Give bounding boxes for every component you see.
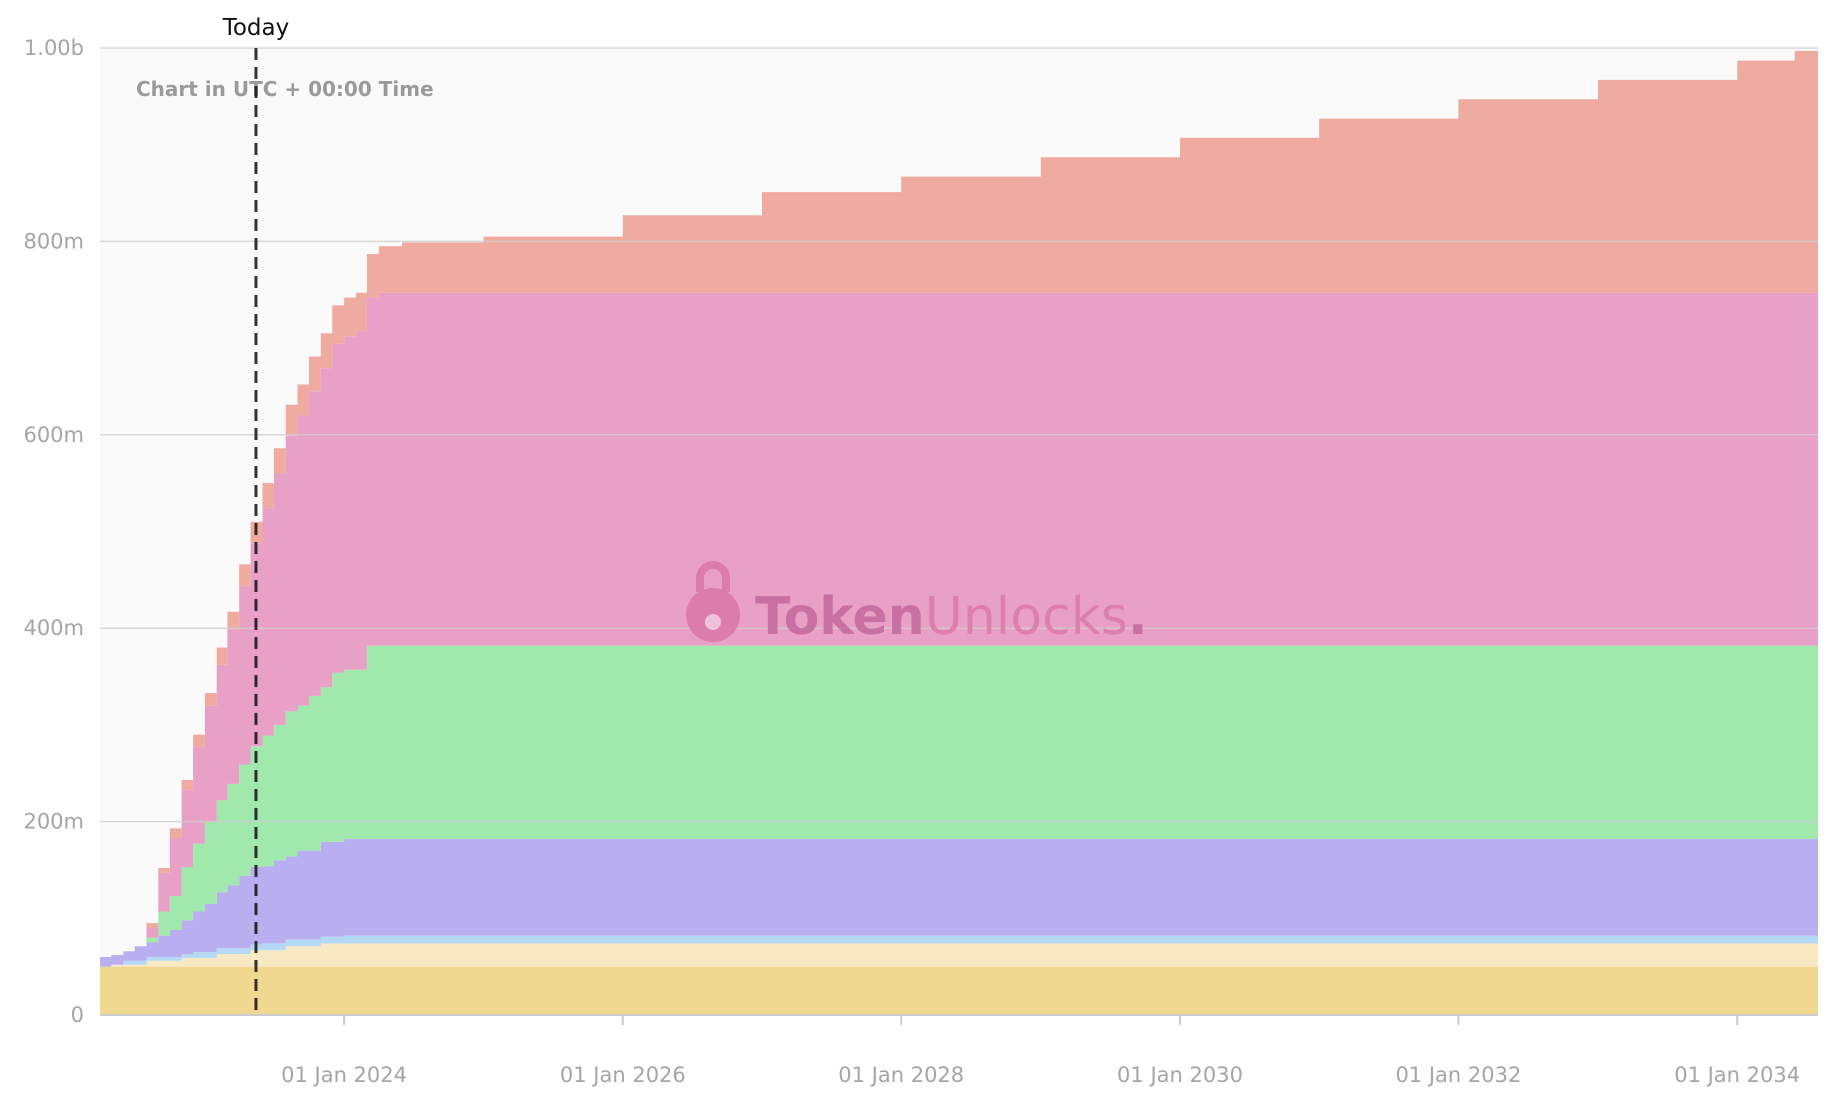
series-area-4 bbox=[100, 839, 1818, 967]
series-area-5 bbox=[100, 645, 1818, 957]
series-area-6 bbox=[100, 292, 1818, 957]
x-tick-label: 01 Jan 2032 bbox=[1395, 1063, 1521, 1087]
series-area-1 bbox=[100, 966, 1818, 1015]
watermark: TokenUnlocks. bbox=[686, 561, 1148, 647]
watermark-text: TokenUnlocks. bbox=[755, 587, 1148, 647]
x-tick-label: 01 Jan 2028 bbox=[838, 1063, 964, 1087]
y-tick-label: 1.00b bbox=[24, 36, 84, 60]
x-tick-label: 01 Jan 2034 bbox=[1674, 1063, 1800, 1087]
timezone-note: Chart in UTC + 00:00 Time bbox=[136, 77, 434, 101]
y-tick-label: 400m bbox=[23, 616, 84, 640]
today-marker: Today bbox=[222, 15, 290, 1015]
y-tick-label: 800m bbox=[23, 229, 84, 253]
y-tick-label: 0 bbox=[71, 1003, 84, 1027]
grid-lines bbox=[100, 47, 1818, 823]
y-tick-label: 600m bbox=[23, 423, 84, 447]
y-tick-label: 200m bbox=[23, 810, 84, 834]
watermark-lock-icon bbox=[686, 561, 740, 642]
today-label: Today bbox=[222, 15, 290, 41]
stacked-areas bbox=[100, 50, 1818, 1015]
series-area-2 bbox=[100, 943, 1818, 967]
x-tick-label: 01 Jan 2026 bbox=[560, 1063, 686, 1087]
x-tick-label: 01 Jan 2024 bbox=[281, 1063, 407, 1087]
series-area-7 bbox=[100, 50, 1818, 957]
series-area-3 bbox=[100, 935, 1818, 967]
axes: 0 200m 400m 600m 800m 1.00b 01 Jan 2024 01 Jan … bbox=[23, 36, 1818, 1087]
x-tick-label: 01 Jan 2030 bbox=[1117, 1063, 1243, 1087]
